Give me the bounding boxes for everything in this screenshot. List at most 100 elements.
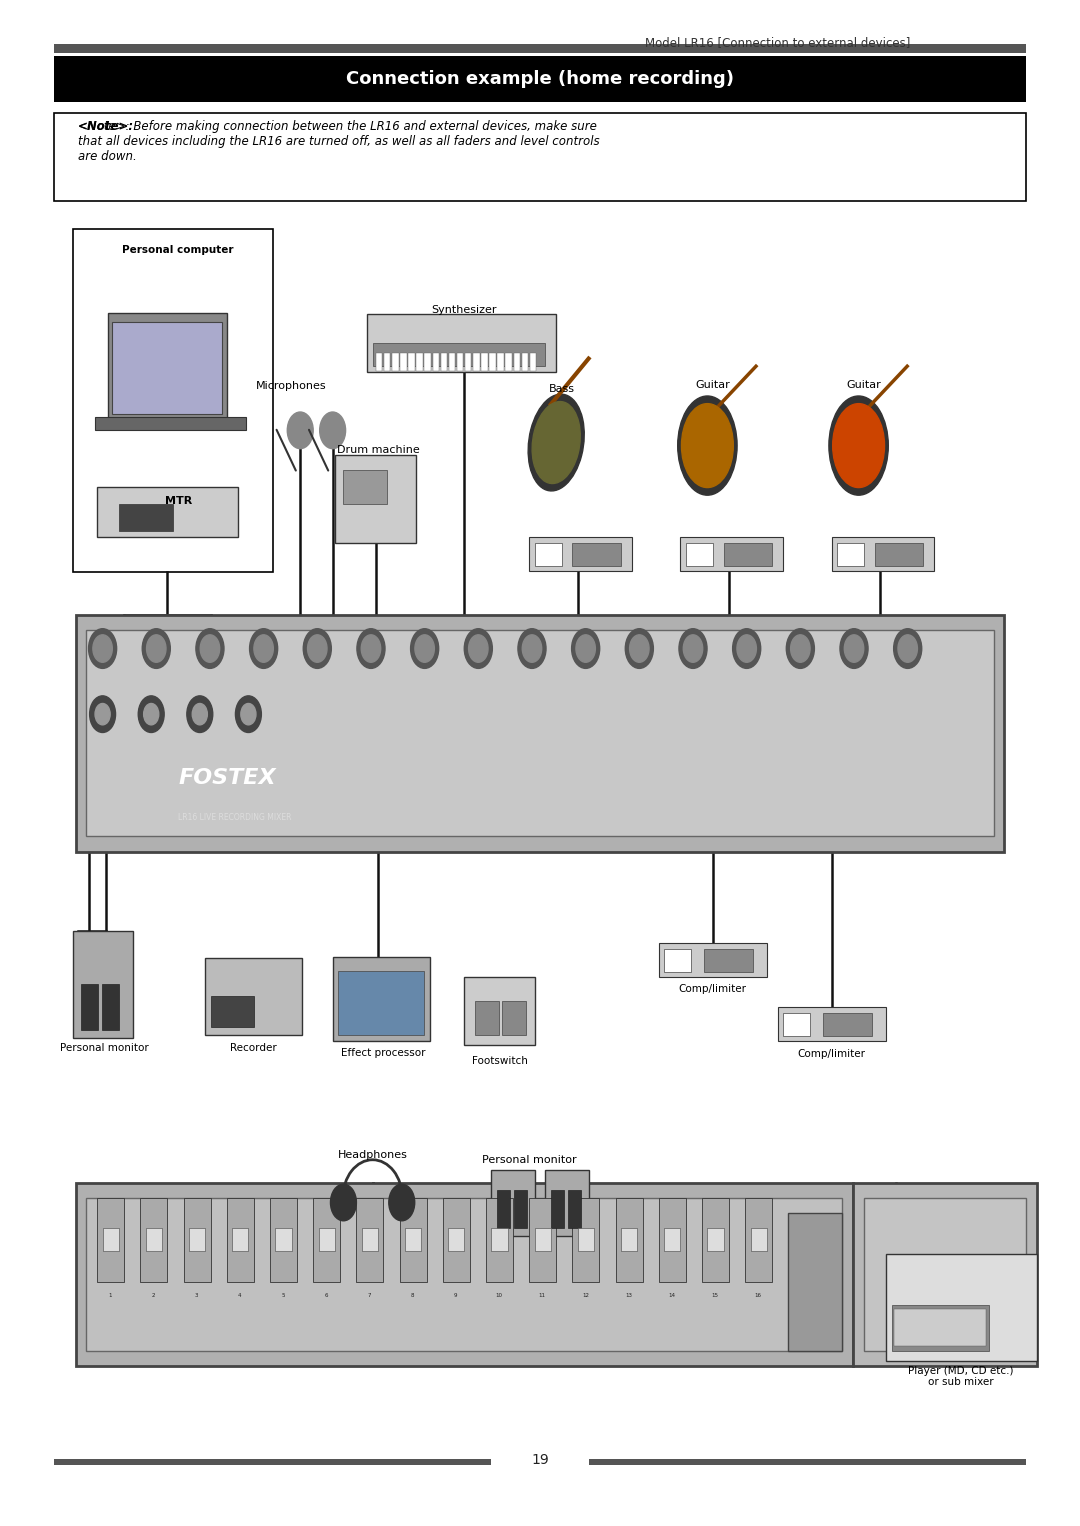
- Ellipse shape: [677, 397, 737, 496]
- Bar: [54, 113, 1026, 201]
- Bar: [102, 984, 119, 1030]
- Circle shape: [320, 412, 346, 449]
- Text: FOSTEX: FOSTEX: [178, 768, 275, 789]
- Circle shape: [356, 629, 384, 668]
- Text: Comp/limiter: Comp/limiter: [798, 1050, 865, 1059]
- Circle shape: [361, 635, 380, 662]
- Bar: [443, 1198, 470, 1282]
- Bar: [837, 543, 864, 566]
- Bar: [464, 353, 472, 371]
- Text: MTR: MTR: [164, 496, 192, 505]
- Circle shape: [138, 696, 164, 732]
- Bar: [211, 996, 254, 1027]
- Bar: [724, 543, 772, 566]
- Bar: [529, 1198, 556, 1282]
- Circle shape: [192, 703, 207, 725]
- Ellipse shape: [528, 394, 584, 491]
- Text: Recorder: Recorder: [230, 1044, 278, 1053]
- Text: Connection example (home recording): Connection example (home recording): [346, 70, 734, 87]
- Bar: [664, 1228, 680, 1251]
- Circle shape: [845, 635, 864, 662]
- Text: 11: 11: [539, 1293, 545, 1297]
- Bar: [54, 56, 1026, 102]
- Text: 5: 5: [281, 1293, 285, 1297]
- Bar: [457, 353, 463, 371]
- Circle shape: [249, 629, 278, 668]
- Bar: [475, 1001, 499, 1035]
- Bar: [189, 1228, 205, 1251]
- Bar: [54, 1459, 491, 1465]
- Text: 2: 2: [151, 1293, 156, 1297]
- Circle shape: [389, 1184, 415, 1221]
- Bar: [119, 504, 173, 531]
- Bar: [184, 1198, 211, 1282]
- Bar: [103, 1228, 119, 1251]
- Ellipse shape: [833, 404, 885, 488]
- Circle shape: [90, 696, 116, 732]
- Text: Player (MD, CD etc.)
or sub mixer: Player (MD, CD etc.) or sub mixer: [908, 1366, 1014, 1387]
- Bar: [400, 353, 406, 371]
- Text: 19: 19: [531, 1453, 549, 1468]
- Circle shape: [571, 629, 599, 668]
- Bar: [232, 1228, 248, 1251]
- Text: 16: 16: [755, 1293, 761, 1297]
- Bar: [514, 1190, 527, 1228]
- Bar: [788, 1213, 842, 1351]
- Circle shape: [235, 696, 261, 732]
- Bar: [572, 1198, 599, 1282]
- Bar: [73, 931, 133, 1038]
- Bar: [491, 1170, 535, 1236]
- Text: 15: 15: [712, 1293, 718, 1297]
- Bar: [408, 353, 415, 371]
- Text: LR16 LIVE RECORDING MIXER: LR16 LIVE RECORDING MIXER: [178, 813, 292, 823]
- Text: 10: 10: [496, 1293, 502, 1297]
- Bar: [86, 630, 994, 836]
- Bar: [578, 1228, 594, 1251]
- Circle shape: [897, 635, 917, 662]
- Bar: [616, 1198, 643, 1282]
- Text: Headphones: Headphones: [338, 1151, 407, 1160]
- Text: Personal monitor: Personal monitor: [60, 1044, 149, 1053]
- Circle shape: [576, 635, 595, 662]
- Bar: [497, 1190, 510, 1228]
- Bar: [338, 971, 424, 1035]
- Circle shape: [241, 703, 256, 725]
- Bar: [373, 343, 545, 366]
- Bar: [853, 1183, 1037, 1366]
- Circle shape: [840, 629, 868, 668]
- Text: Drum machine: Drum machine: [337, 446, 419, 455]
- Text: 9: 9: [454, 1293, 458, 1297]
- Circle shape: [254, 635, 273, 662]
- Bar: [97, 487, 238, 537]
- Bar: [95, 417, 246, 430]
- Circle shape: [415, 635, 434, 662]
- Text: 4: 4: [238, 1293, 242, 1297]
- Ellipse shape: [829, 397, 889, 496]
- Bar: [522, 353, 528, 371]
- Bar: [73, 229, 273, 572]
- Text: <Note>: Before making connection between the LR16 and external devices, make sur: <Note>: Before making connection between…: [78, 121, 599, 163]
- Circle shape: [410, 629, 438, 668]
- Circle shape: [737, 635, 756, 662]
- Text: 1: 1: [108, 1293, 112, 1297]
- Bar: [335, 455, 416, 543]
- Bar: [97, 1198, 124, 1282]
- Bar: [832, 537, 934, 571]
- Bar: [482, 353, 488, 371]
- Bar: [535, 1228, 551, 1251]
- Bar: [704, 949, 753, 972]
- Bar: [54, 44, 1026, 53]
- Bar: [441, 353, 447, 371]
- Bar: [146, 1228, 162, 1251]
- Bar: [76, 1183, 853, 1366]
- Bar: [112, 322, 222, 414]
- Bar: [405, 1228, 421, 1251]
- Bar: [313, 1198, 340, 1282]
- Bar: [621, 1228, 637, 1251]
- Circle shape: [791, 635, 810, 662]
- Bar: [751, 1228, 767, 1251]
- Bar: [892, 1305, 989, 1351]
- Bar: [886, 1254, 1037, 1361]
- Circle shape: [893, 629, 921, 668]
- Bar: [545, 1170, 589, 1236]
